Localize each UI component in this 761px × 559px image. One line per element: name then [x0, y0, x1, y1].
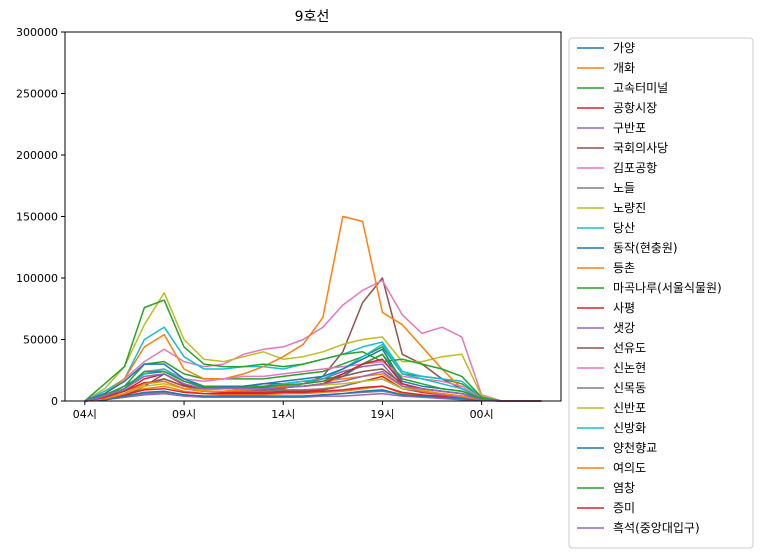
legend-label: 김포공항: [613, 161, 657, 175]
x-tick-label: 00시: [470, 408, 494, 421]
y-tick-label: 50000: [23, 334, 58, 347]
x-tick-label: 14시: [271, 408, 295, 421]
series-line-6: [84, 279, 542, 402]
x-tick-label: 19시: [370, 408, 394, 421]
legend-label: 마곡나루(서울식물원): [613, 281, 722, 295]
y-tick-label: 150000: [16, 211, 58, 224]
legend-label: 신목동: [613, 381, 646, 395]
series-line-2: [84, 346, 542, 402]
y-tick-label: 250000: [16, 88, 58, 101]
legend-frame: [568, 37, 754, 549]
legend-label: 등촌: [613, 261, 635, 275]
legend-label: 노량진: [613, 201, 646, 215]
y-axis: 0 50000 100000 150000 200000 250000 300000: [16, 26, 65, 408]
legend-label: 샛강: [613, 321, 635, 335]
series-line-24: [84, 370, 542, 402]
y-tick-label: 300000: [16, 26, 58, 39]
legend-label: 사평: [613, 301, 635, 315]
legend-label: 고속터미널: [613, 81, 668, 95]
series-line-10: [84, 389, 542, 402]
legend-label: 양천향교: [613, 440, 657, 455]
series-line-22: [84, 353, 542, 402]
plot-frame: [64, 31, 562, 402]
x-tick-label: 04시: [73, 408, 97, 421]
y-tick-label: 0: [51, 395, 58, 408]
legend-label: 신논현: [613, 361, 646, 375]
legend-label: 여의도: [613, 461, 646, 475]
legend-label: 가양: [613, 41, 635, 55]
legend-label: 당산: [613, 221, 635, 235]
legend-label: 신방화: [613, 421, 646, 435]
legend-label: 선유도: [613, 341, 646, 355]
legend-label: 신반포: [613, 401, 646, 415]
x-axis: 04시 09시 14시 19시 00시: [73, 401, 494, 421]
legend-label: 동작(현충원): [613, 241, 678, 255]
series-line-4: [84, 392, 542, 402]
plot-lines: [84, 215, 542, 402]
series-line-8: [84, 292, 542, 402]
x-tick-label: 09시: [172, 408, 196, 421]
legend-label: 국회의사당: [613, 141, 668, 155]
series-line-19: [84, 343, 542, 402]
legend-label: 구반포: [613, 121, 646, 135]
legend-label: 노들: [613, 181, 635, 195]
y-tick-label: 100000: [16, 272, 58, 285]
legend-label: 공항시장: [613, 101, 657, 115]
legend-label: 흑석(중앙대입구): [613, 521, 700, 535]
legend-label: 증미: [613, 501, 635, 515]
legend-label: 염창: [613, 481, 635, 495]
chart-title: 9호선: [295, 9, 330, 25]
y-tick-label: 200000: [16, 149, 58, 162]
series-line-12: [84, 299, 542, 402]
legend-label: 개화: [613, 61, 635, 75]
